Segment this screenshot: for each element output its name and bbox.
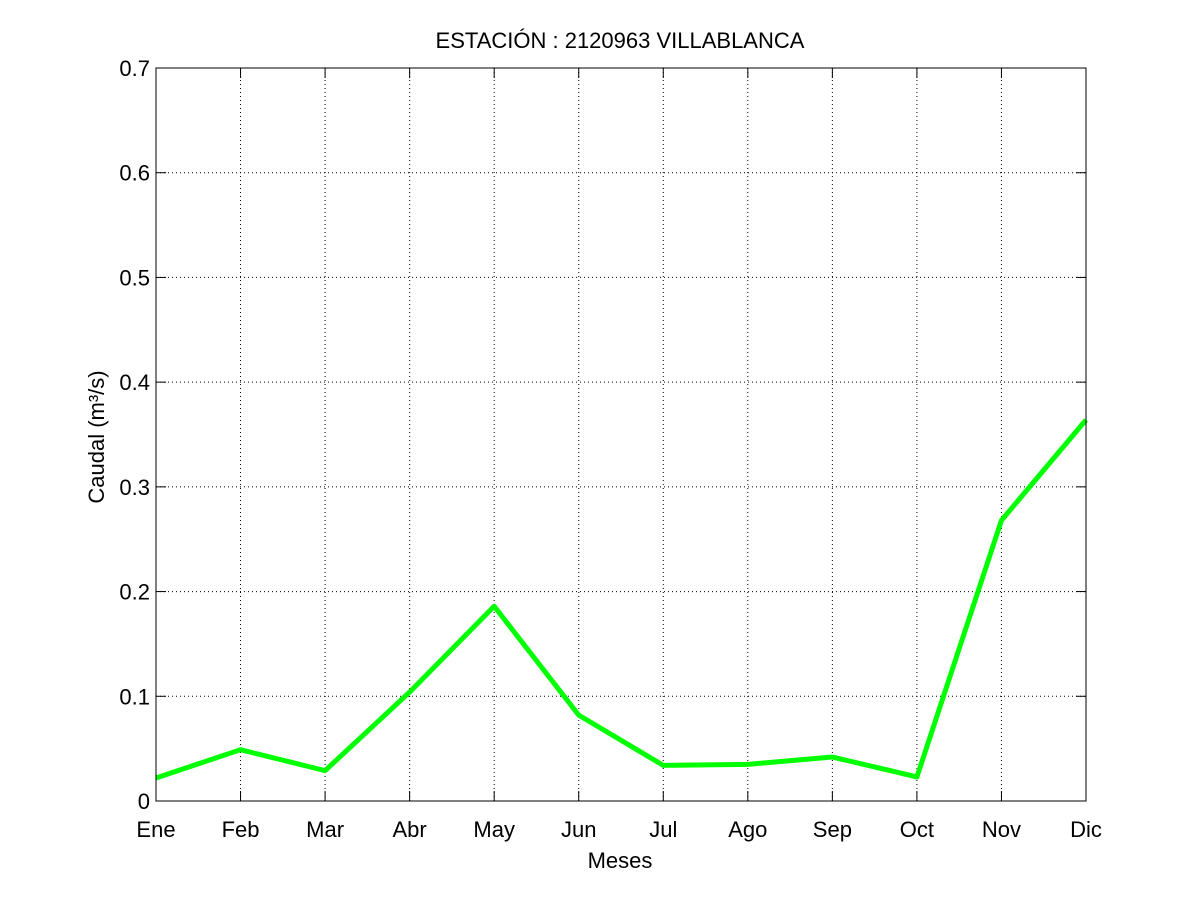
y-tick-label: 0.3 — [119, 475, 150, 500]
series-line — [155, 418, 1088, 781]
x-tick-label: Mar — [306, 817, 344, 842]
series-layer — [155, 418, 1088, 781]
y-tick-label: 0.7 — [119, 56, 150, 81]
x-tick-label: Ago — [728, 817, 767, 842]
x-tick-label: Jun — [561, 817, 596, 842]
tick-labels: Ene Feb Mar Abr May Jun Jul Ago Sep Oct Nov Dic 0 0.1… — [119, 56, 1101, 842]
y-tick-label: 0 — [138, 789, 150, 814]
x-tick-label: Abr — [393, 817, 427, 842]
plot-area — [156, 68, 1086, 801]
x-tick-label: Nov — [982, 817, 1021, 842]
x-tick-label: May — [473, 817, 515, 842]
ticks — [155, 67, 1087, 802]
x-tick-label: Oct — [900, 817, 934, 842]
x-tick-label: Jul — [649, 817, 677, 842]
plot-frame — [155, 67, 1087, 802]
y-tick-label: 0.1 — [119, 684, 150, 709]
x-tick-label: Sep — [813, 817, 852, 842]
y-tick-label: 0.2 — [119, 580, 150, 605]
x-tick-label: Feb — [222, 817, 260, 842]
y-tick-label: 0.5 — [119, 265, 150, 290]
x-axis-label: Meses — [588, 848, 653, 873]
y-tick-label: 0.4 — [119, 370, 150, 395]
x-tick-label: Dic — [1070, 817, 1102, 842]
y-tick-label: 0.6 — [119, 161, 150, 186]
y-axis-label: Caudal (m³/s) — [84, 370, 109, 503]
x-tick-label: Ene — [136, 817, 175, 842]
chart-title: ESTACIÓN : 2120963 VILLABLANCA — [436, 28, 805, 53]
